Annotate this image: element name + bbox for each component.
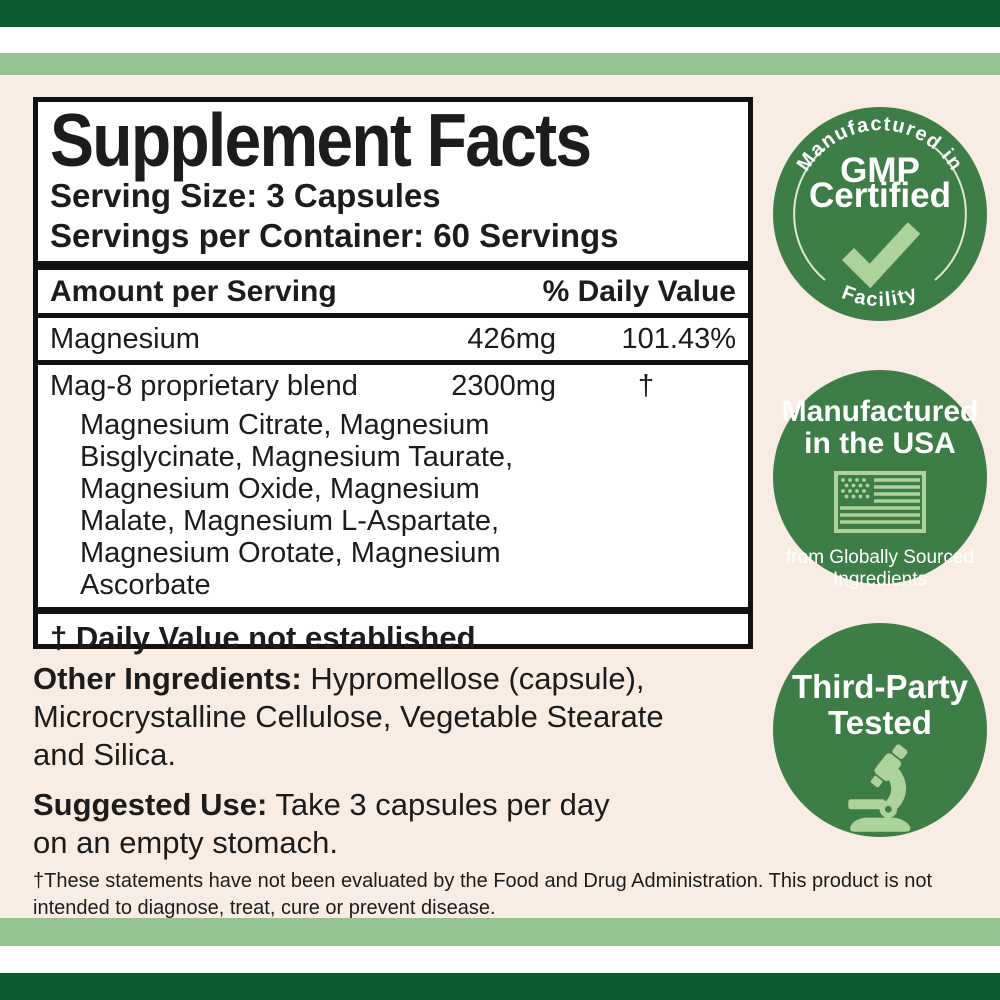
servings-per-container: Servings per Container: 60 Servings xyxy=(50,217,619,254)
nutrient-daily-value: † xyxy=(637,370,655,402)
blend-line: Ascorbate xyxy=(80,569,211,601)
third-party-badge-title: Third-Party Tested xyxy=(792,669,968,740)
ring-arc-right xyxy=(934,147,967,281)
suggested-use-line: Suggested Use: Take 3 capsules per day xyxy=(33,786,610,824)
usa-badge-title: Manufactured in the USA xyxy=(781,395,979,461)
blend-line: Bisglycinate, Magnesium Taurate, xyxy=(80,441,514,473)
blend-line: Malate, Magnesium L-Aspartate, xyxy=(80,505,500,537)
certified-text: Certified xyxy=(809,176,951,215)
daily-value-footnote: † Daily Value not established xyxy=(50,620,476,655)
third-party-tested-badge: Third-Party Tested xyxy=(773,623,987,837)
gmp-certified-badge: Manufactured in GMP Certified Facility xyxy=(773,107,987,321)
arc-text-bottom: Facility xyxy=(839,282,921,312)
third-party-title-line: Third-Party xyxy=(791,668,969,705)
separator-medium xyxy=(38,360,748,365)
serving-size: Serving Size: 3 Capsules xyxy=(50,177,441,214)
suggested-use-section: Suggested Use: Take 3 capsules per day o… xyxy=(33,786,610,862)
usa-badge-subtitle-line: Ingredients xyxy=(832,568,927,590)
suggested-use-label: Suggested Use: xyxy=(33,787,268,822)
usa-badge-subtitle: from Globally Sourced Ingredients xyxy=(786,547,974,591)
blend-line: Magnesium Citrate, Magnesium xyxy=(80,409,490,441)
nutrient-name: Mag-8 proprietary blend xyxy=(50,370,358,402)
suggested-use-line: on an empty stomach. xyxy=(33,825,338,860)
third-party-title-line: Tested xyxy=(828,703,932,741)
disclaimer-line: intended to diagnose, treat, cure or pre… xyxy=(33,897,496,919)
bottom-light-green-bar xyxy=(0,918,1000,946)
bottom-dark-green-bar xyxy=(0,973,1000,1000)
table-row: Magnesium 426mg 101.43% xyxy=(50,318,736,360)
other-ingredients-text: Hypromellose (capsule), xyxy=(301,661,645,696)
blend-ingredient-list: Magnesium Citrate, Magnesium Bisglycinat… xyxy=(50,407,736,607)
made-in-usa-badge: Manufactured in the USA xyxy=(773,370,987,590)
nutrient-daily-value: 101.43% xyxy=(621,323,737,355)
usa-flag-icon xyxy=(834,470,926,538)
fda-disclaimer: †These statements have not been evaluate… xyxy=(33,868,932,922)
other-ingredients-line: Other Ingredients: Hypromellose (capsule… xyxy=(33,660,664,698)
amount-per-serving-header: Amount per Serving xyxy=(50,275,337,308)
other-ingredients-line: Microcrystalline Cellulose, Vegetable St… xyxy=(33,699,664,734)
supplement-facts-panel: Supplement Facts Serving Size: 3 Capsule… xyxy=(33,97,753,655)
checkmark-icon xyxy=(841,222,921,289)
gmp-text: GMP xyxy=(840,151,920,190)
suggested-use-text: Take 3 capsules per day xyxy=(267,787,610,822)
top-white-bar xyxy=(0,27,1000,53)
nutrient-amount: 426mg xyxy=(467,323,556,355)
table-header-row: Amount per Serving % Daily Value xyxy=(50,270,736,313)
bottom-white-bar xyxy=(0,946,1000,973)
table-row: Mag-8 proprietary blend 2300mg † xyxy=(50,365,736,407)
other-ingredients-section: Other Ingredients: Hypromellose (capsule… xyxy=(33,660,664,774)
ring-arc-left xyxy=(793,147,826,281)
usa-badge-subtitle-line: from Globally Sourced xyxy=(786,546,974,568)
panel-title: Supplement Facts xyxy=(50,98,592,182)
daily-value-header: % Daily Value xyxy=(542,275,736,308)
blend-line: Magnesium Oxide, Magnesium xyxy=(80,473,480,505)
separator-medium xyxy=(38,313,748,318)
usa-badge-title-line: Manufactured xyxy=(781,395,979,428)
disclaimer-line: †These statements have not been evaluate… xyxy=(33,870,933,892)
separator-thick xyxy=(38,607,748,614)
blend-line: Magnesium Orotate, Magnesium xyxy=(80,537,501,569)
other-ingredients-label: Other Ingredients: xyxy=(33,661,302,696)
microscope-icon xyxy=(848,744,911,832)
other-ingredients-line: and Silica. xyxy=(33,737,177,772)
top-dark-green-bar xyxy=(0,0,1000,27)
usa-badge-title-line: in the USA xyxy=(804,427,956,461)
nutrient-name: Magnesium xyxy=(50,323,200,355)
top-light-green-bar xyxy=(0,53,1000,75)
separator-thick xyxy=(38,261,748,270)
gmp-badge-graphic: Manufactured in GMP Certified Facility xyxy=(793,113,967,312)
nutrient-amount: 2300mg xyxy=(451,370,556,402)
